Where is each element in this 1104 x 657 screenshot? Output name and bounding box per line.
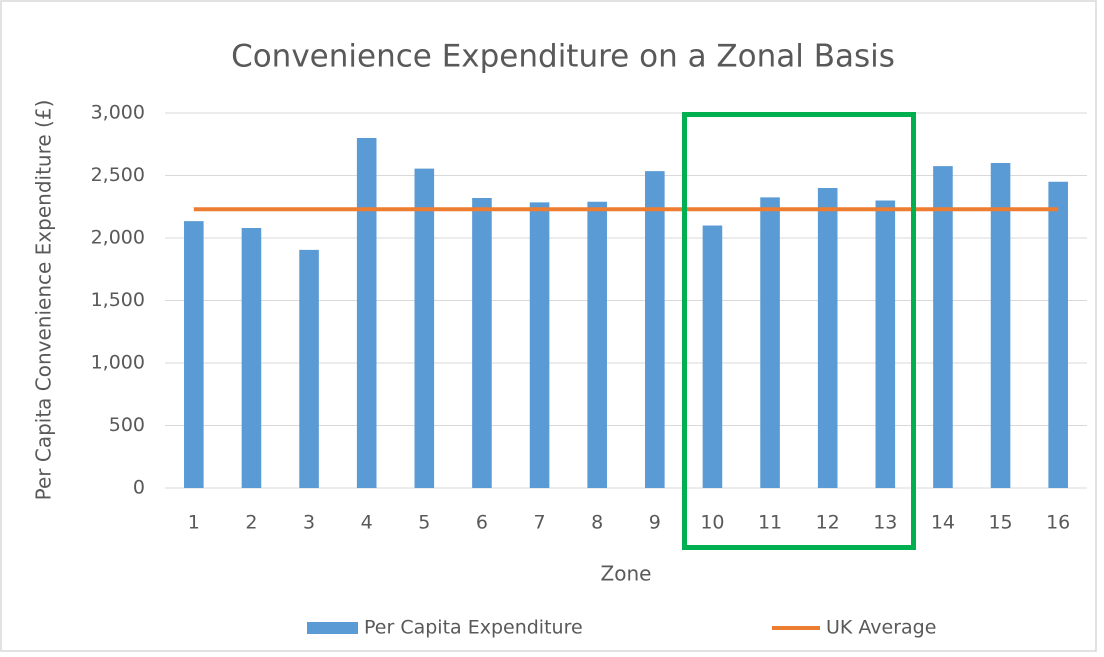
highlight-box [682,112,916,550]
x-tick-label: 10 [700,512,724,534]
x-tick-label: 4 [361,512,373,534]
x-tick-label: 3 [303,512,315,534]
x-tick-label: 12 [816,512,840,534]
bar [299,249,319,488]
x-tick-label: 5 [418,512,430,534]
y-tick-label: 0 [133,477,145,499]
bar [702,225,723,488]
bar [817,188,838,488]
y-tick-label: 2,500 [91,164,145,186]
legend-label: UK Average [826,617,936,639]
bar [990,163,1011,488]
bar [760,197,780,488]
bar [184,221,204,488]
y-tick-label: 500 [109,414,145,436]
x-tick-label: 2 [245,512,257,534]
bar [1048,181,1068,488]
bar [356,138,377,488]
y-tick-label: 1,000 [91,352,145,374]
x-tick-label: 8 [591,512,603,534]
x-tick-label: 6 [476,512,488,534]
bar [645,171,665,488]
bar [472,198,492,488]
y-tick-label: 2,000 [91,227,145,249]
y-tick-label: 3,000 [91,102,145,124]
legend-swatch [307,622,358,634]
bar [875,200,896,488]
x-tick-label: 11 [758,512,782,534]
x-tick-label: 13 [873,512,897,534]
bar [529,202,550,488]
x-tick-label: 15 [988,512,1012,534]
x-tick-label: 9 [649,512,661,534]
bar [587,201,607,488]
bar [414,168,435,488]
x-tick-label: 14 [931,512,955,534]
y-tick-label: 1,500 [91,289,145,311]
x-tick-label: 7 [534,512,546,534]
x-axis-label: Zone [601,562,652,586]
bar [933,166,953,488]
y-axis-label: Per Capita Convenience Expenditure (£) [32,100,56,501]
legend-label: Per Capita Expenditure [364,617,583,639]
chart-title: Convenience Expenditure on a Zonal Basis [231,39,895,75]
bar [241,228,262,488]
x-tick-label: 1 [188,512,200,534]
x-tick-label: 16 [1046,512,1070,534]
